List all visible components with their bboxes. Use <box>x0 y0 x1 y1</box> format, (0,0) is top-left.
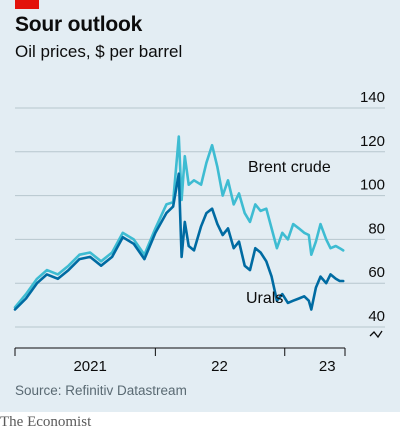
chart-subtitle: Oil prices, $ per barrel <box>15 42 183 61</box>
series-line-brent-crude <box>13 135 345 309</box>
series-line-urals <box>13 172 345 311</box>
y-tick-label-40: 40 <box>368 308 385 325</box>
y-tick-label-140: 140 <box>360 89 385 106</box>
x-tick-label-2021: 2021 <box>73 358 106 375</box>
source-note: Source: Refinitiv Datastream <box>15 383 187 398</box>
x-tick-label-23: 23 <box>319 358 336 375</box>
axis-break-marker <box>369 330 383 339</box>
chart-panel <box>0 0 400 412</box>
chart-svg: 40 60 80 100 120 140 2021 22 23 Brent crude Urals <box>13 89 385 375</box>
y-tick-label-100: 100 <box>360 177 385 194</box>
x-tick-label-22: 22 <box>211 358 228 375</box>
y-tick-label-80: 80 <box>368 220 385 237</box>
brand-logo: The Economist <box>0 414 92 430</box>
y-tick-label-120: 120 <box>360 133 385 150</box>
chart-title: Sour outlook <box>15 13 143 36</box>
series-label-urals: Urals <box>246 290 283 307</box>
red-tag-decoration <box>15 0 39 9</box>
series-label-brent-crude: Brent crude <box>248 159 331 176</box>
y-tick-label-60: 60 <box>368 264 385 281</box>
